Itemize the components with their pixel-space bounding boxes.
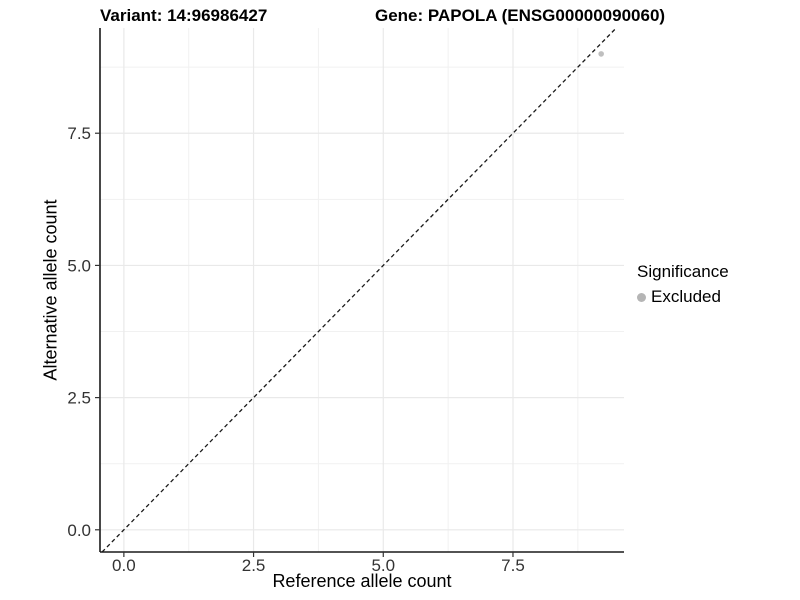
excluded-point-icon [637, 292, 646, 302]
legend: Significance Excluded [637, 262, 729, 307]
legend-title: Significance [637, 262, 729, 281]
tick-labels: 0.0 2.5 5.0 7.5 0.0 2.5 5.0 7.5 [67, 124, 524, 575]
x-axis-title: Reference allele count [272, 571, 452, 591]
gridlines [100, 28, 624, 552]
svg-text:5.0: 5.0 [371, 556, 395, 575]
svg-text:7.5: 7.5 [67, 124, 91, 143]
svg-text:2.5: 2.5 [67, 389, 91, 408]
axis-lines [99, 28, 624, 553]
svg-text:2.5: 2.5 [242, 556, 266, 575]
identity-reference-line [101, 27, 617, 553]
y-axis-title: Alternative allele count [40, 199, 61, 381]
axis-ticks [95, 132, 514, 557]
data-point-excluded [598, 51, 604, 57]
plot-title-gene: Gene: PAPOLA (ENSG00000090060) [375, 6, 666, 25]
svg-text:7.5: 7.5 [501, 556, 525, 575]
svg-text:5.0: 5.0 [67, 256, 91, 275]
data-layer [101, 27, 617, 553]
legend-item-excluded: Excluded [637, 287, 729, 307]
svg-text:0.0: 0.0 [112, 556, 136, 575]
legend-item-label: Excluded [651, 287, 721, 306]
svg-text:0.0: 0.0 [67, 521, 91, 540]
plot-title-variant: Variant: 14:96986427 [100, 6, 268, 25]
